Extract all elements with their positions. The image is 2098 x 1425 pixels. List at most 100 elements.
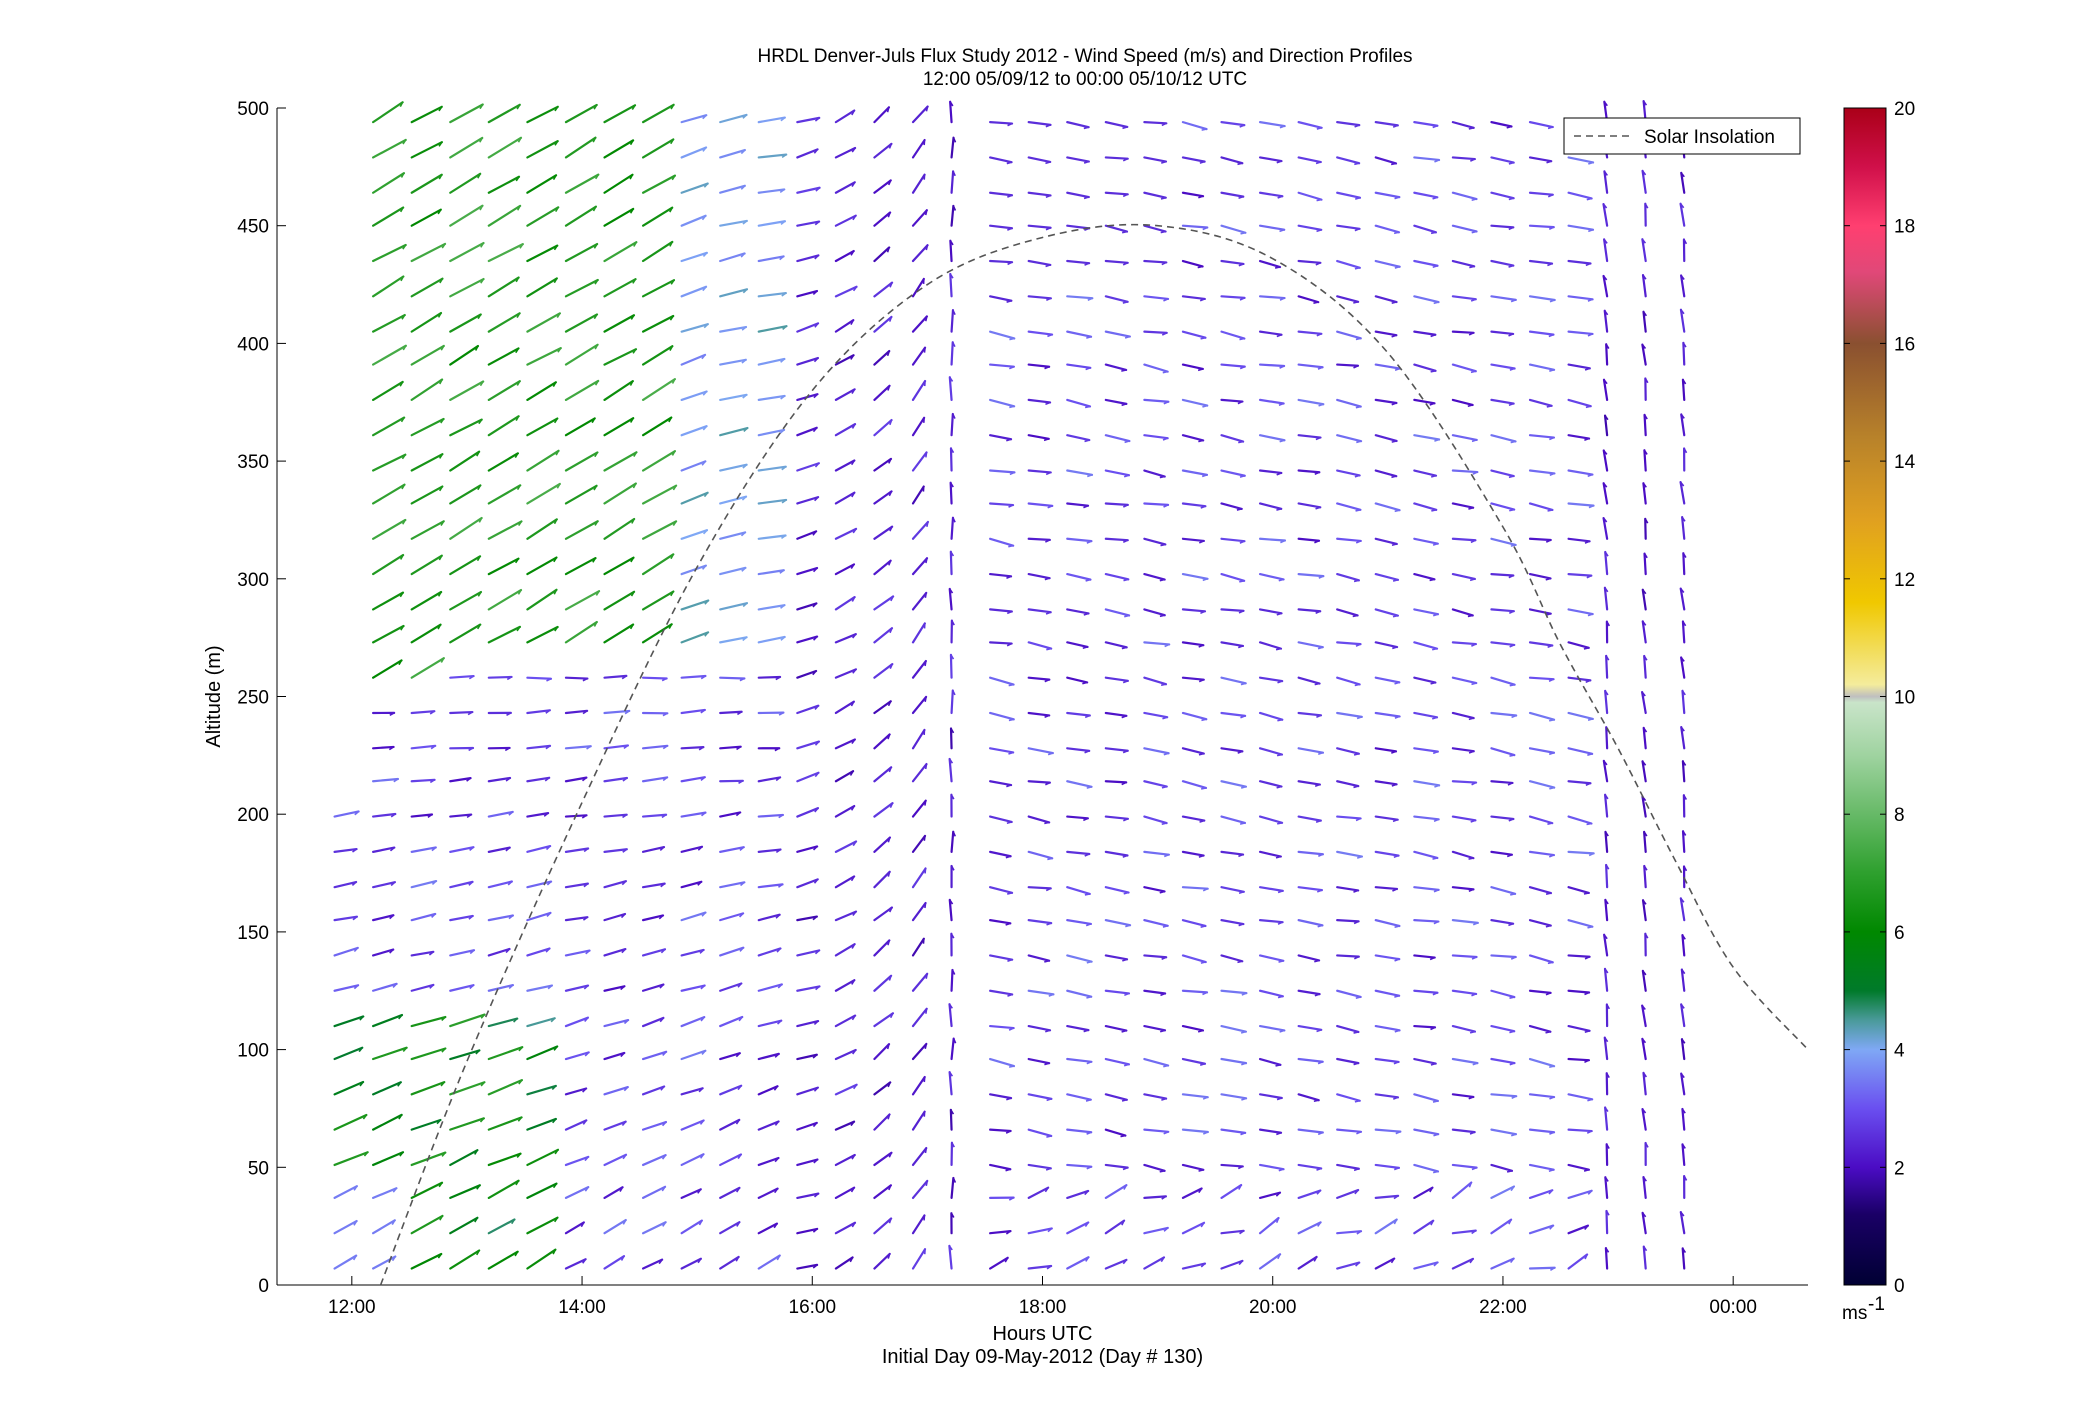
wind-vector — [1602, 516, 1609, 540]
wind-vector — [1413, 886, 1440, 893]
wind-vector — [449, 949, 476, 957]
wind-vector — [1374, 641, 1399, 650]
wind-vector — [1451, 330, 1475, 336]
wind-vector — [1413, 1128, 1440, 1137]
wind-vector — [1143, 641, 1171, 648]
wind-vector — [948, 1070, 954, 1096]
wind-vector — [796, 356, 820, 366]
wind-vector — [1258, 1163, 1285, 1172]
wind-vector — [1336, 572, 1361, 583]
wind-vector — [333, 1151, 369, 1167]
colorbar-tick-label: 20 — [1894, 99, 1915, 120]
wind-vector — [1336, 1163, 1360, 1172]
wind-vector — [603, 880, 627, 889]
wind-vector — [719, 463, 748, 472]
wind-vector — [680, 984, 706, 992]
wind-vector — [1642, 482, 1647, 505]
wind-vector — [1336, 1057, 1360, 1066]
wind-vector — [1220, 121, 1246, 128]
wind-vector — [873, 525, 894, 540]
wind-vector — [1143, 121, 1168, 127]
wind-vector — [1066, 1221, 1090, 1235]
wind-vector — [950, 619, 955, 644]
wind-vector — [719, 566, 747, 576]
wind-vector — [948, 1244, 953, 1270]
wind-vector — [1374, 780, 1398, 787]
wind-vector — [1490, 1024, 1516, 1034]
wind-vector — [719, 358, 747, 366]
wind-vector — [1641, 760, 1647, 783]
wind-vector — [1220, 572, 1246, 583]
wind-vector — [719, 1084, 743, 1096]
wind-vector — [1602, 202, 1609, 227]
wind-vector — [911, 622, 926, 644]
wind-vector — [526, 844, 552, 853]
wind-vector — [1374, 815, 1399, 823]
wind-vector — [834, 109, 856, 124]
wind-vector — [603, 1186, 624, 1200]
wind-vector — [1027, 747, 1054, 756]
wind-vector — [1679, 308, 1686, 333]
wind-vector — [603, 278, 637, 298]
wind-vector — [1567, 1128, 1593, 1134]
wind-vector — [449, 777, 472, 783]
wind-vector — [834, 1083, 858, 1096]
wind-vector — [603, 813, 628, 819]
wind-vector — [796, 1019, 820, 1028]
wind-vector — [1258, 1128, 1283, 1136]
wind-vector — [1490, 850, 1514, 858]
wind-vector — [1336, 711, 1363, 720]
wind-vector — [680, 390, 708, 401]
wind-vector — [564, 847, 590, 853]
wind-vector — [372, 453, 407, 472]
wind-vector — [989, 886, 1014, 895]
wind-vector — [680, 285, 708, 298]
wind-vector — [1374, 850, 1400, 859]
wind-vector — [1220, 1128, 1247, 1136]
wind-vector — [1528, 363, 1556, 372]
wind-vector — [410, 378, 444, 401]
wind-vector — [1490, 608, 1515, 614]
x-tick-label: 16:00 — [789, 1297, 837, 1318]
wind-vector — [526, 676, 553, 682]
y-tick-label: 150 — [237, 923, 269, 944]
wind-vector — [1258, 1024, 1286, 1033]
wind-vector — [1413, 850, 1439, 860]
wind-vector — [757, 465, 787, 472]
wind-vector — [834, 910, 858, 922]
wind-vector — [449, 813, 473, 819]
wind-vector — [1258, 1191, 1282, 1200]
wind-vector — [1066, 608, 1090, 616]
wind-vector — [449, 984, 475, 992]
wind-vector — [410, 520, 445, 540]
wind-vector — [1027, 502, 1054, 509]
wind-vector — [487, 711, 512, 717]
wind-vector — [564, 520, 599, 540]
wind-vector — [719, 676, 746, 682]
wind-vector — [834, 1186, 856, 1200]
wind-vector — [1681, 1247, 1687, 1270]
wind-vector — [1682, 341, 1687, 366]
wind-vector — [1220, 850, 1245, 858]
wind-vector — [564, 1186, 590, 1200]
wind-vector — [873, 457, 893, 472]
wind-vector — [1413, 1219, 1435, 1235]
wind-vector — [680, 529, 709, 540]
wind-vector — [1104, 502, 1129, 508]
wind-vector — [719, 1118, 741, 1131]
wind-vector — [1220, 398, 1244, 405]
wind-vector — [449, 1049, 481, 1061]
wind-vector — [603, 1019, 630, 1028]
wind-vector — [1104, 572, 1130, 582]
wind-vector — [1027, 711, 1051, 719]
wind-vector — [911, 728, 926, 750]
wind-vector — [989, 1128, 1012, 1134]
x-axis-label: Hours UTC — [992, 1323, 1092, 1345]
wind-vector — [911, 138, 926, 159]
wind-vector — [449, 344, 480, 366]
wind-vector — [1258, 1057, 1282, 1067]
wind-vector — [1066, 469, 1094, 478]
wind-vector — [1567, 572, 1593, 579]
wind-vector — [1602, 378, 1609, 401]
wind-vector — [1451, 259, 1476, 269]
